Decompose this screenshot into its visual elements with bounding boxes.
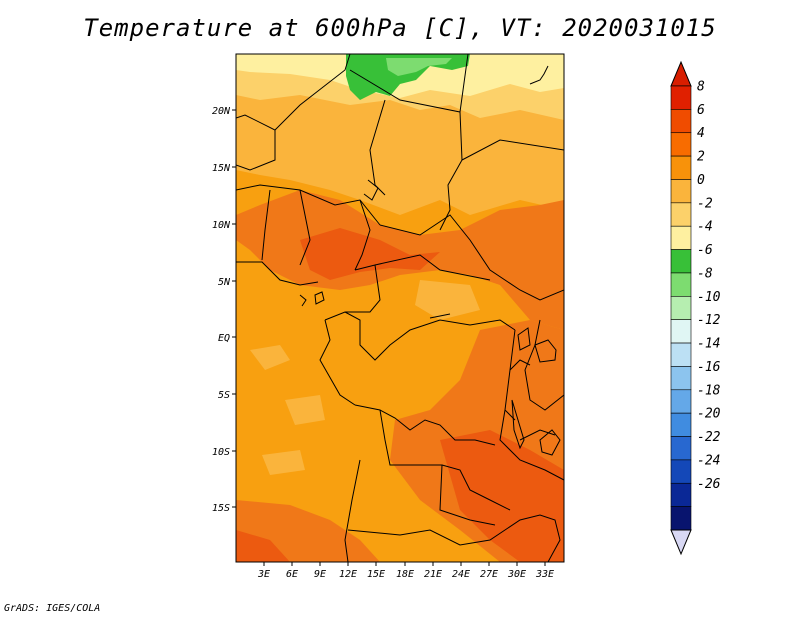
- lat-label: 15N: [212, 163, 231, 174]
- colorbar-swatch: [670, 389, 692, 414]
- field-green: [346, 54, 470, 100]
- longitude-ticks: [263, 562, 546, 566]
- lon-label: 30E: [507, 569, 526, 580]
- field-cool-spot: [415, 280, 480, 320]
- colorbar-swatch: [670, 155, 692, 180]
- field-hot-southeast: [440, 430, 564, 562]
- footer-credit: GrADS: IGES/COLA: [4, 603, 101, 614]
- longitude-axis: 3E 6E 9E 12E 15E 18E 21E 24E 27E 30E 33E: [257, 569, 554, 580]
- lon-label: 21E: [424, 569, 442, 580]
- colorbar-swatch: [670, 109, 692, 134]
- colorbar-label: -22: [697, 430, 721, 445]
- colorbar-bottom-arrow: [670, 529, 692, 556]
- lon-label: 3E: [257, 569, 270, 580]
- colorbar-label: -20: [697, 407, 721, 422]
- colorbar: 8 6 4 2 0 -2 -4 -6 -8 -10 -12 -14 -16 -18 -20 -22 -24 -26: [670, 60, 721, 556]
- colorbar-label: -24: [697, 453, 720, 468]
- field-hot-band: [300, 228, 440, 280]
- colorbar-label: -18: [697, 383, 721, 398]
- colorbar-label: -8: [697, 266, 713, 281]
- map-frame: [235, 53, 565, 563]
- colorbar-swatch: [670, 366, 692, 391]
- lon-label: 9E: [314, 569, 326, 580]
- colorbar-label: -14: [697, 337, 720, 352]
- colorbar-swatch: [670, 225, 692, 250]
- colorbar-swatch: [670, 412, 692, 437]
- lat-label: 10S: [212, 447, 230, 458]
- colorbar-label: -4: [697, 220, 713, 235]
- field-cool-spot: [250, 345, 290, 370]
- colorbar-swatch: [670, 482, 692, 507]
- lat-label: 5S: [218, 390, 230, 401]
- colorbar-label: -26: [697, 477, 721, 492]
- field-cool-spot: [262, 450, 305, 475]
- colorbar-swatch: [670, 85, 692, 110]
- colorbar-swatch: [670, 436, 692, 461]
- field-cool-spot: [285, 395, 325, 425]
- field-lightgreen: [386, 58, 452, 76]
- colorbar-swatch: [670, 296, 692, 320]
- latitude-axis: 20N 15N 10N 5N EQ 5S 10S 15S: [212, 106, 231, 514]
- lon-label: 18E: [396, 569, 414, 580]
- lon-label: 6E: [286, 569, 298, 580]
- colorbar-label: 6: [697, 103, 705, 118]
- colorbar-label: -2: [697, 196, 713, 211]
- colorbar-label: 2: [697, 150, 705, 165]
- field-hot-southwest: [236, 530, 290, 562]
- colorbar-swatch: [670, 249, 692, 274]
- colorbar-swatch: [670, 202, 692, 227]
- colorbar-top-arrow: [670, 60, 692, 87]
- temperature-field: [236, 54, 564, 562]
- colorbar-swatch: [670, 319, 692, 344]
- colorbar-label: 8: [697, 80, 705, 95]
- colorbar-label: -16: [697, 360, 721, 375]
- colorbar-swatch: [670, 272, 692, 297]
- lon-label: 27E: [480, 569, 498, 580]
- colorbar-swatch: [670, 459, 692, 484]
- colorbar-swatch: [670, 506, 692, 531]
- country-borders: [236, 54, 564, 562]
- colorbar-label: -12: [697, 313, 721, 328]
- lat-label: 5N: [218, 277, 231, 288]
- lat-label: 20N: [212, 106, 231, 117]
- colorbar-swatch: [670, 179, 692, 204]
- colorbar-label: -10: [697, 290, 721, 305]
- map-title: Temperature at 600hPa [C], VT: 202003101…: [83, 14, 717, 42]
- colorbar-label: 4: [697, 126, 705, 141]
- lat-label: EQ: [218, 333, 230, 344]
- lat-label: 15S: [212, 503, 230, 514]
- lon-label: 24E: [452, 569, 470, 580]
- latitude-ticks: [232, 109, 236, 508]
- lon-label: 15E: [367, 569, 385, 580]
- colorbar-label: 0: [697, 173, 705, 188]
- colorbar-swatch: [670, 342, 692, 367]
- lat-label: 10N: [212, 220, 231, 231]
- colorbar-swatch: [670, 132, 692, 157]
- lon-label: 33E: [535, 569, 554, 580]
- colorbar-label: -6: [697, 243, 713, 258]
- lon-label: 12E: [339, 569, 357, 580]
